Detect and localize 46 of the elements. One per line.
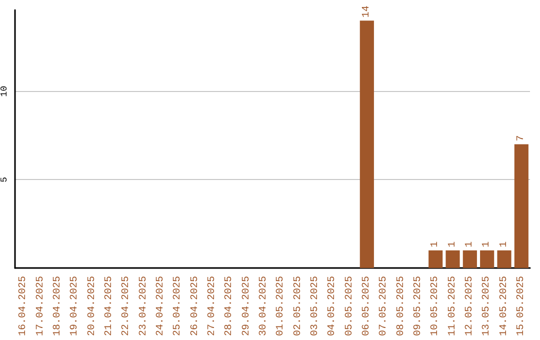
x-tick-label: 10.05.2025 — [430, 276, 442, 336]
x-tick-label: 13.05.2025 — [482, 276, 493, 336]
data-label: 14 — [361, 6, 372, 18]
x-tick-label: 23.04.2025 — [138, 276, 150, 336]
x-tick-label: 16.04.2025 — [18, 276, 30, 336]
bar — [462, 250, 477, 268]
y-tick-label: 5 — [0, 176, 10, 182]
x-tick-label: 21.04.2025 — [104, 276, 115, 336]
x-tick-label: 03.05.2025 — [310, 276, 321, 336]
x-tick-label: 08.05.2025 — [396, 276, 407, 336]
x-tick-label: 07.05.2025 — [378, 276, 390, 336]
bar — [480, 250, 494, 268]
x-tick-label: 02.05.2025 — [292, 276, 304, 336]
x-tick-label: 25.04.2025 — [172, 276, 184, 336]
x-tick-label: 28.04.2025 — [224, 276, 236, 336]
x-tick-label: 06.05.2025 — [361, 276, 372, 336]
bar — [446, 250, 460, 268]
data-label: 1 — [498, 241, 510, 248]
x-tick-label: 30.04.2025 — [258, 276, 270, 336]
x-tick-label: 19.04.2025 — [70, 276, 81, 336]
x-tick-label: 11.05.2025 — [447, 276, 458, 336]
x-tick-label: 05.05.2025 — [344, 276, 356, 336]
x-tick-label: 26.04.2025 — [190, 276, 201, 336]
x-tick-label: 27.04.2025 — [206, 276, 218, 336]
x-tick-label: 01.05.2025 — [276, 276, 287, 336]
x-tick-label: 04.05.2025 — [327, 276, 338, 336]
x-tick-label: 15.05.2025 — [516, 276, 527, 336]
x-tick-label: 09.05.2025 — [412, 276, 424, 336]
y-tick-label: 10 — [0, 86, 10, 97]
data-label: 1 — [447, 241, 458, 248]
x-tick-label: 29.04.2025 — [241, 276, 252, 336]
x-tick-label: 17.04.2025 — [35, 276, 46, 336]
data-label: 7 — [516, 135, 527, 142]
data-label: 1 — [482, 241, 493, 248]
data-label: 1 — [430, 241, 442, 248]
bar — [514, 144, 528, 268]
x-tick-label: 22.04.2025 — [121, 276, 132, 336]
bar — [497, 250, 512, 268]
x-tick-label: 14.05.2025 — [498, 276, 510, 336]
data-label: 1 — [464, 241, 476, 248]
x-tick-label: 20.04.2025 — [86, 276, 98, 336]
x-tick-label: 12.05.2025 — [464, 276, 476, 336]
bar — [360, 20, 374, 268]
bar — [428, 250, 443, 268]
x-tick-label: 18.04.2025 — [52, 276, 64, 336]
x-tick-label: 24.04.2025 — [155, 276, 166, 336]
